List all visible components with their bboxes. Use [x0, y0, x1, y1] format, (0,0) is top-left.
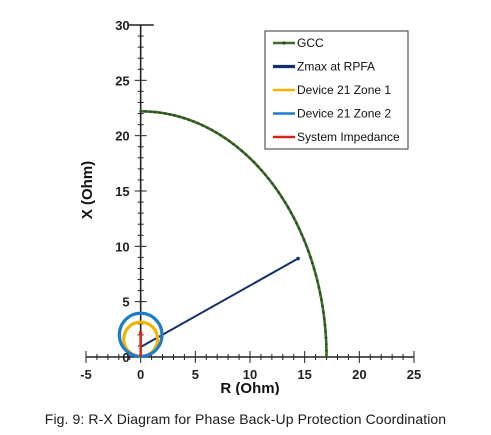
series-gcc-marker — [316, 279, 319, 283]
series-gcc-marker — [149, 110, 152, 113]
series-gcc-marker — [280, 196, 284, 199]
series-gcc-marker — [292, 216, 296, 220]
series-gcc-marker — [163, 112, 167, 115]
series-gcc-marker — [267, 177, 270, 181]
series-gcc-marker — [192, 120, 195, 123]
series-gcc-marker — [263, 173, 267, 176]
series-gcc-marker — [187, 118, 191, 121]
series-gcc-marker — [270, 181, 274, 185]
legend-entry-label: Device 21 Zone 1 — [297, 83, 391, 97]
series-gcc-marker — [286, 206, 290, 209]
x-tick-label: 25 — [407, 367, 421, 382]
series-gcc-marker — [323, 323, 327, 327]
series-gcc-marker — [289, 211, 293, 214]
x-tick-label: 10 — [243, 367, 257, 382]
series-gcc-marker — [312, 267, 316, 271]
series-gcc-marker — [228, 139, 231, 143]
series-zmax-at-rpfa-line-endpoint — [296, 256, 300, 261]
series-gcc-marker — [201, 124, 205, 127]
y-axis-title: X (Ohm) — [79, 161, 96, 219]
series-gcc-marker — [256, 164, 259, 168]
chart-series — [117, 110, 328, 359]
x-tick-label: -5 — [80, 367, 92, 382]
series-gcc-marker — [297, 227, 301, 230]
series-gcc-marker — [314, 273, 318, 277]
series-gcc-marker — [307, 249, 310, 253]
series-gcc-marker — [320, 298, 323, 301]
series-gcc-marker — [309, 255, 312, 259]
series-zmax-at-rpfa-line — [140, 257, 299, 348]
series-gcc-marker — [318, 292, 322, 295]
series-gcc-marker — [324, 342, 328, 346]
series-gcc-marker — [144, 110, 147, 113]
x-tick-label: 0 — [137, 367, 144, 382]
series-gcc-marker — [302, 238, 306, 242]
y-tick-label: 25 — [115, 73, 129, 88]
chart-tick-labels: -5 0 5 10 15 20 25 0 5 10 15 20 25 30 — [80, 18, 421, 382]
series-gcc-marker — [324, 330, 327, 333]
legend-entry-label: GCC — [297, 36, 324, 50]
series-gcc-marker — [252, 160, 256, 164]
series-gcc-marker — [260, 168, 263, 172]
figure-caption: Fig. 9: R-X Diagram for Phase Back-Up Pr… — [44, 411, 447, 427]
series-gcc-marker — [248, 156, 252, 160]
series-gcc-marker — [153, 110, 157, 114]
series-gcc-marker — [325, 349, 328, 352]
series-gcc-marker — [214, 131, 218, 134]
x-tick-label: 5 — [192, 367, 199, 382]
series-system-impedance-line-endpoint — [138, 330, 143, 335]
series-gcc-marker — [236, 146, 240, 149]
series-gcc-marker — [322, 317, 326, 320]
series-gcc-marker — [321, 304, 324, 308]
legend-box — [264, 30, 409, 150]
series-gcc-marker — [158, 111, 162, 114]
series-gcc-marker — [311, 261, 314, 265]
legend-entry-label: Device 21 Zone 2 — [297, 107, 391, 121]
series-gcc-marker — [139, 110, 142, 113]
legend-entry-label: System Impedance — [297, 130, 400, 144]
series-gcc-marker — [295, 221, 298, 225]
x-tick-label: 15 — [297, 367, 311, 382]
series-gcc-marker — [182, 116, 186, 120]
series-gcc-marker — [196, 122, 200, 125]
series-gcc-marker — [304, 244, 308, 247]
series-gcc-marker — [300, 232, 303, 236]
legend-swatch-marker — [282, 41, 286, 45]
series-gcc-marker — [324, 336, 328, 340]
y-tick-label: 0 — [122, 350, 129, 365]
series-gcc-marker — [274, 186, 277, 190]
series-gcc-marker — [210, 128, 214, 132]
series-gcc-marker — [219, 133, 222, 137]
series-gcc-marker — [244, 153, 248, 156]
series-gcc-marker — [223, 136, 227, 140]
series-gcc-marker — [322, 310, 325, 314]
y-tick-label: 20 — [115, 129, 129, 144]
y-tick-label: 30 — [115, 18, 129, 33]
series-gcc-marker — [232, 142, 235, 146]
y-tick-label: 15 — [115, 184, 129, 199]
series-gcc-marker — [178, 115, 181, 118]
series-gcc-marker — [240, 149, 244, 153]
series-gcc-marker — [325, 355, 328, 359]
series-gcc-marker — [277, 191, 281, 194]
series-gcc-marker — [168, 113, 172, 116]
chart-legend: GCC Zmax at RPFA Device 21 Zone 1 Device 21… — [264, 30, 409, 150]
x-tick-label: 20 — [352, 367, 366, 382]
series-gcc-marker — [173, 114, 176, 117]
series-gcc-marker — [283, 201, 287, 204]
series-gcc-marker — [317, 285, 321, 289]
x-axis-title: R (Ohm) — [220, 380, 279, 395]
legend-entry-label: Zmax at RPFA — [297, 60, 375, 74]
y-tick-label: 10 — [115, 239, 129, 254]
rx-diagram-chart: -5 0 5 10 15 20 25 0 5 10 15 20 25 30 GCC Zmax at RPFA… — [79, 18, 421, 395]
y-tick-label: 5 — [122, 295, 129, 310]
series-gcc-marker — [205, 126, 209, 129]
